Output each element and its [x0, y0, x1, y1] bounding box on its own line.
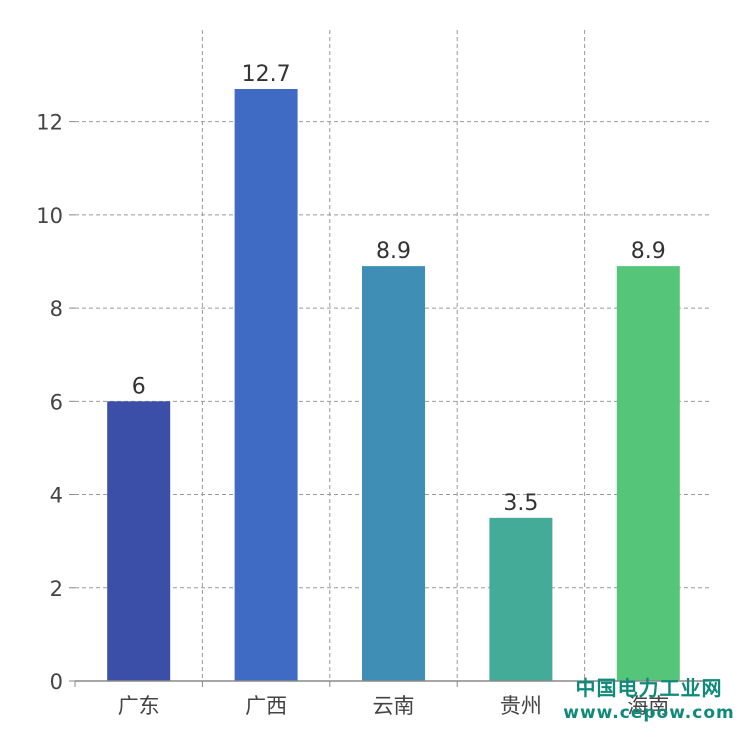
- y-tick-label: 12: [36, 111, 63, 135]
- watermark-name: 中国电力工业网: [575, 676, 723, 700]
- bar-4: [489, 517, 553, 681]
- bar-3: [362, 266, 425, 681]
- x-tick-label: 海南: [627, 694, 669, 718]
- bar-value-label: 6: [132, 374, 146, 399]
- y-tick-label: 0: [50, 670, 63, 694]
- y-tick-label: 6: [50, 390, 63, 414]
- y-tick-label: 2: [50, 577, 63, 601]
- bar-value-label: 3.5: [503, 491, 538, 516]
- bar-value-label: 12.7: [242, 62, 291, 87]
- bars: 6 12.7 8.9 3.5 8.9: [107, 62, 680, 681]
- y-tick-label: 10: [36, 204, 63, 228]
- watermark: 中国电力工业网 www.cepow.com: [548, 678, 750, 722]
- y-tick-label: 8: [50, 297, 63, 321]
- x-tick-label: 云南: [373, 694, 415, 718]
- axes: 0 2 4 6 8 10 12 广东 广西 云南 贵州 海南: [36, 111, 712, 718]
- bar-5: [616, 266, 680, 681]
- x-tick-label: 贵州: [500, 694, 542, 718]
- y-tick-label: 4: [50, 484, 63, 508]
- x-tick-label: 广东: [118, 694, 160, 718]
- bar-2: [234, 89, 298, 681]
- watermark-url: www.cepow.com: [563, 703, 735, 723]
- bar-value-label: 8.9: [631, 239, 666, 264]
- x-tick-label: 广西: [245, 694, 287, 718]
- bar-value-label: 8.9: [376, 239, 411, 264]
- bar-1: [107, 401, 171, 681]
